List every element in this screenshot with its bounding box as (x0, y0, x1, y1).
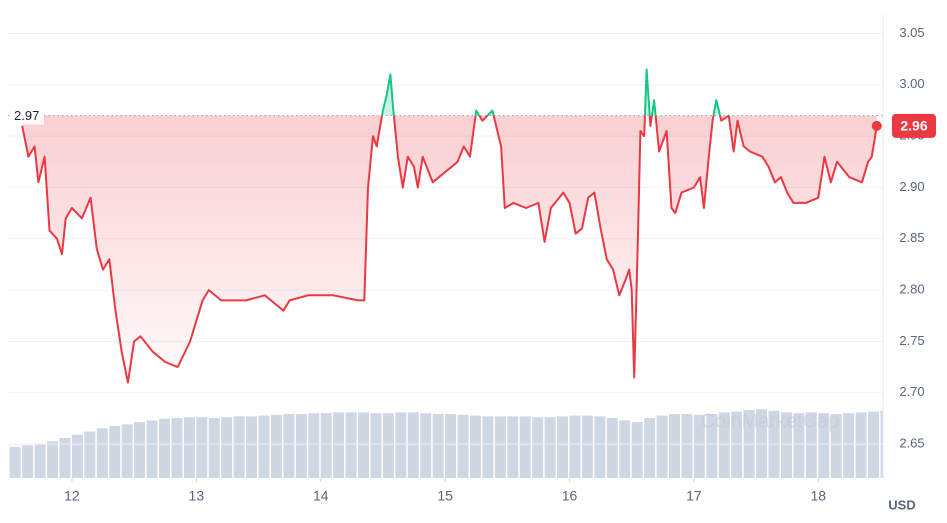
volume-bar (519, 416, 531, 478)
volume-bar (320, 413, 332, 478)
watermark: CoinMarketCap (701, 410, 840, 432)
volume-bar (656, 415, 668, 478)
x-tick-label: 16 (562, 488, 578, 504)
volume-bar (295, 414, 307, 478)
volume-bar (358, 412, 369, 478)
y-tick-label: 2.65 (899, 436, 924, 451)
volume-bar (532, 417, 544, 478)
volume-bar (34, 443, 46, 478)
volume-bar (258, 415, 270, 478)
baseline-label: 2.97 (14, 108, 39, 123)
volume-bar (718, 412, 730, 478)
volume-bar (59, 438, 71, 478)
volume-bar (407, 412, 419, 478)
volume-bar (606, 418, 618, 478)
volume-bar (731, 411, 743, 478)
volume-bar (233, 416, 245, 478)
x-tick-label: 18 (811, 488, 827, 504)
volume-bar (283, 414, 295, 478)
volume-bar (208, 418, 220, 478)
volume-bar (470, 415, 481, 478)
y-tick-label: 2.70 (899, 384, 924, 399)
volume-bar (557, 416, 569, 478)
x-tick-label: 12 (64, 488, 80, 504)
volume-bar (581, 415, 593, 478)
x-tick-label: 14 (313, 488, 329, 504)
volume-bar (270, 414, 282, 478)
volume-bar (457, 414, 469, 478)
volume-bar (246, 416, 258, 478)
volume-bar (544, 417, 556, 478)
x-tick-label: 17 (686, 488, 702, 504)
volume-bar (756, 409, 768, 478)
volume-bar (805, 412, 817, 478)
baseline-label-bg (10, 106, 44, 125)
volume-bar (830, 414, 842, 478)
y-tick-label: 2.85 (899, 230, 924, 245)
volume-bar (370, 413, 382, 478)
volume-bar (482, 416, 494, 478)
volume-bar (681, 414, 693, 478)
y-tick-label: 3.00 (899, 76, 924, 91)
volume-bar (494, 416, 506, 478)
y-tick-label: 2.80 (899, 282, 924, 297)
volume-bar (420, 413, 432, 478)
volume-bar (22, 445, 34, 478)
volume-bar (507, 416, 519, 478)
volume-bar (183, 417, 195, 478)
volume-bar (693, 414, 705, 478)
volume-bar (855, 412, 867, 478)
volume-bar (345, 412, 357, 478)
volume-bar (96, 428, 108, 478)
price-tag (892, 113, 936, 138)
volume-bar (382, 413, 394, 478)
volume-bar (432, 414, 444, 478)
volume-bar (843, 413, 855, 478)
volume-layer (9, 409, 883, 478)
volume-bar (445, 414, 457, 478)
y-tick-label: 3.05 (899, 25, 924, 40)
volume-bar (221, 417, 233, 478)
volume-bar (868, 411, 880, 478)
y-axis-unit: USD (888, 497, 915, 512)
price-line-down (21, 115, 878, 384)
volume-bar (818, 413, 830, 478)
volume-bar (631, 422, 643, 478)
plot-layer (8, 68, 883, 384)
volume-bar (706, 414, 718, 478)
volume-bar (594, 416, 606, 478)
volume-bar (134, 422, 146, 478)
y-tick-label: 2.90 (899, 179, 924, 194)
volume-bar (669, 414, 680, 478)
x-tick-label: 15 (437, 488, 453, 504)
area-down (22, 115, 877, 383)
volume-bar (84, 431, 96, 478)
volume-bar (159, 418, 170, 478)
volume-bar (395, 412, 407, 478)
volume-bar (793, 413, 805, 478)
volume-bar (644, 418, 656, 478)
volume-bar (333, 412, 345, 478)
volume-bar (9, 446, 21, 478)
volume-bar (619, 420, 631, 478)
y-tick-label: 2.75 (899, 333, 924, 348)
price-tag-label: 2.96 (900, 118, 927, 134)
volume-bar (121, 424, 133, 478)
volume-bar (47, 441, 58, 478)
volume-bar (146, 420, 158, 478)
volume-bar (71, 434, 83, 478)
volume-bar (569, 415, 581, 478)
volume-bar (196, 417, 208, 478)
volume-bar (109, 426, 121, 478)
volume-bar (171, 418, 183, 478)
volume-bar (308, 413, 320, 478)
x-tick-label: 13 (189, 488, 205, 504)
last-point (871, 120, 882, 131)
volume-bar (780, 412, 792, 478)
